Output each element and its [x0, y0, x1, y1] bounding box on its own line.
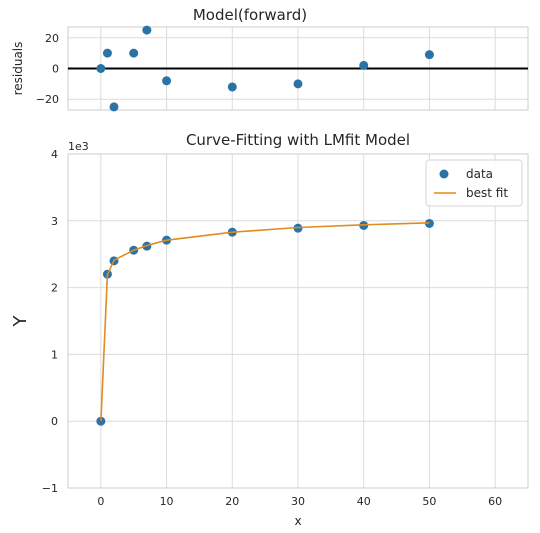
y-axis-label: Y: [10, 315, 31, 328]
residual-point: [162, 76, 172, 86]
residual-point: [109, 102, 119, 112]
residual-point: [102, 48, 112, 58]
x-axis-label: x: [294, 514, 301, 528]
y-tick-label: 0: [51, 415, 58, 428]
residual-point: [424, 50, 434, 60]
x-tick-label: 40: [357, 495, 371, 508]
residual-point: [293, 79, 303, 89]
y-tick-label: 2: [51, 282, 58, 295]
x-tick-label: 30: [291, 495, 305, 508]
y-tick-label: 1: [51, 348, 58, 361]
residual-point: [359, 60, 369, 70]
legend-marker-data: [439, 169, 449, 179]
chart-title: Curve-Fitting with LMfit Model: [186, 131, 410, 149]
legend-box: [425, 159, 523, 207]
y-tick-label: −1: [42, 482, 58, 495]
y-tick-label: −20: [36, 93, 59, 106]
data-point: [424, 218, 434, 228]
fit-panel: 0 10 20 30 40 50 60 −1 0 1 2 3 4 1e3 Curve-Fitting wit…: [10, 131, 529, 528]
residual-point: [96, 64, 106, 73]
y-offset-label: 1e3: [68, 140, 89, 153]
x-tick-label: 0: [97, 495, 104, 508]
chart-title: Model(forward): [193, 6, 307, 24]
y-tick-label: 0: [52, 63, 59, 76]
plot-frame: [67, 153, 529, 489]
legend-label-fit: best fit: [466, 186, 508, 200]
residual-point: [142, 25, 152, 35]
x-tick-label: 20: [225, 495, 239, 508]
residuals-panel: −20 0 20 Model(forward) residuals: [11, 6, 529, 112]
best-fit-line: [100, 222, 430, 422]
y-tick-label: 3: [51, 215, 58, 228]
data-point: [96, 416, 106, 426]
x-tick-label: 60: [488, 495, 502, 508]
residual-point: [129, 48, 139, 58]
y-axis-label: residuals: [11, 42, 25, 96]
y-tick-label: 4: [51, 148, 58, 161]
legend-label-data: data: [466, 167, 493, 181]
x-tick-label: 10: [160, 495, 174, 508]
y-tick-label: 20: [45, 32, 59, 45]
x-tick-label: 50: [422, 495, 436, 508]
residual-point: [227, 82, 237, 92]
